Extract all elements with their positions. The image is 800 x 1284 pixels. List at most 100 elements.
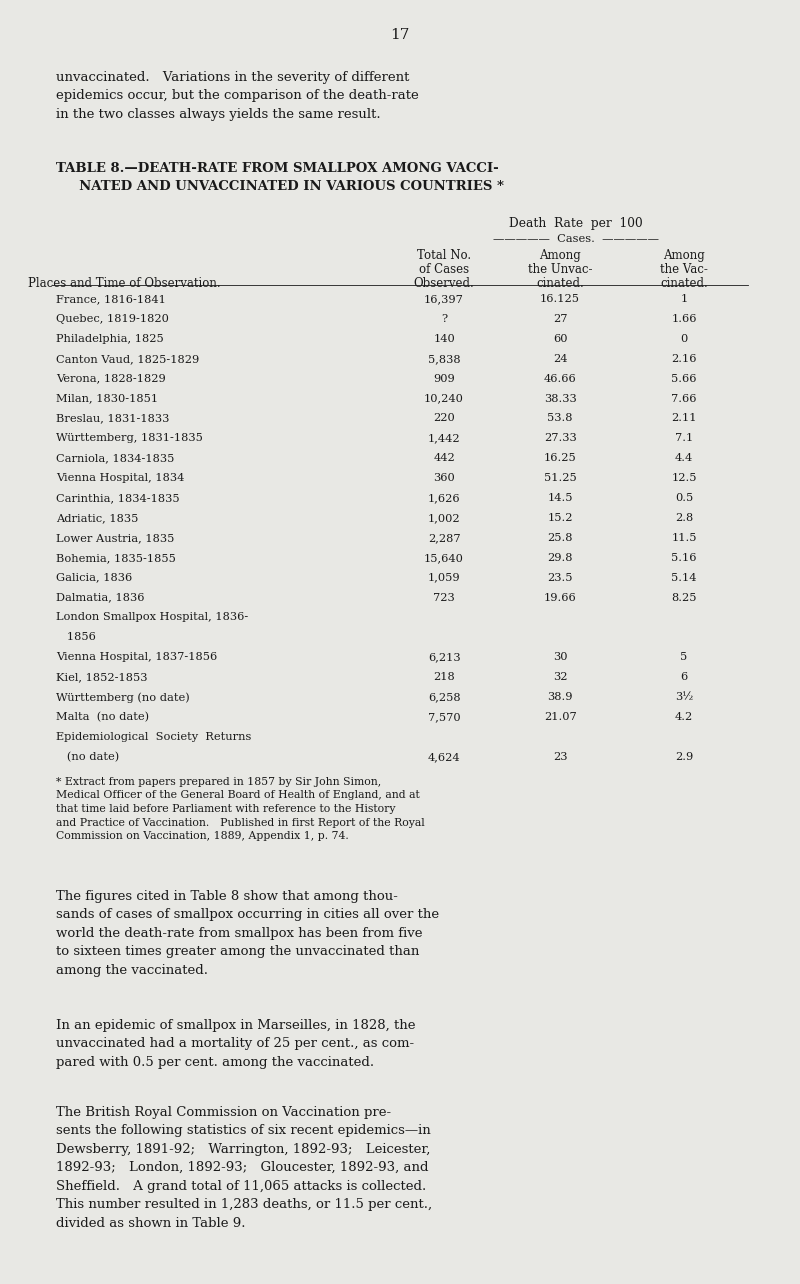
Text: Milan, 1830-1851: Milan, 1830-1851: [56, 393, 253, 403]
Text: 7.1: 7.1: [675, 433, 693, 443]
Text: 2,287: 2,287: [428, 533, 461, 543]
Text: Observed.: Observed.: [414, 277, 474, 290]
Text: —————  Cases.  —————: ————— Cases. —————: [493, 234, 659, 244]
Text: 12.5: 12.5: [671, 473, 697, 483]
Text: 15,640: 15,640: [424, 552, 464, 562]
Text: Canton Vaud, 1825-1829: Canton Vaud, 1825-1829: [56, 353, 268, 363]
Text: 3½: 3½: [675, 692, 693, 702]
Text: 2.16: 2.16: [671, 353, 697, 363]
Text: 5: 5: [681, 652, 688, 663]
Text: 16.25: 16.25: [544, 453, 577, 464]
Text: 27.33: 27.33: [544, 433, 577, 443]
Text: Among: Among: [539, 249, 581, 262]
Text: 1,059: 1,059: [428, 573, 461, 583]
Text: the Unvac-: the Unvac-: [528, 263, 592, 276]
Text: 11.5: 11.5: [671, 533, 697, 543]
Text: Philadelphia, 1825: Philadelphia, 1825: [56, 334, 254, 344]
Text: 46.66: 46.66: [544, 374, 577, 384]
Text: 0.5: 0.5: [675, 493, 693, 503]
Text: 2.9: 2.9: [675, 751, 693, 761]
Text: 220: 220: [434, 413, 455, 424]
Text: Bohemia, 1835-1855: Bohemia, 1835-1855: [56, 552, 266, 562]
Text: (no date): (no date): [56, 751, 275, 763]
Text: 30: 30: [553, 652, 567, 663]
Text: 53.8: 53.8: [547, 413, 573, 424]
Text: unvaccinated. Variations in the severity of different
epidemics occur, but the c: unvaccinated. Variations in the severity…: [56, 71, 419, 121]
Text: 1,442: 1,442: [428, 433, 461, 443]
Text: 27: 27: [553, 313, 567, 324]
Text: 32: 32: [553, 672, 567, 682]
Text: 23.5: 23.5: [547, 573, 573, 583]
Text: 218: 218: [434, 672, 455, 682]
Text: Vienna Hospital, 1837-1856: Vienna Hospital, 1837-1856: [56, 652, 282, 663]
Text: Galicia, 1836: Galicia, 1836: [56, 573, 249, 583]
Text: of Cases: of Cases: [419, 263, 469, 276]
Text: 4.4: 4.4: [675, 453, 693, 464]
Text: 60: 60: [553, 334, 567, 344]
Text: Breslau, 1831-1833: Breslau, 1831-1833: [56, 413, 260, 424]
Text: 51.25: 51.25: [544, 473, 577, 483]
Text: 1: 1: [681, 294, 688, 304]
Text: France, 1816-1841: France, 1816-1841: [56, 294, 257, 304]
Text: Total No.: Total No.: [417, 249, 471, 262]
Text: 2.11: 2.11: [671, 413, 697, 424]
Text: 6,213: 6,213: [428, 652, 461, 663]
Text: cinated.: cinated.: [660, 277, 708, 290]
Text: 29.8: 29.8: [547, 552, 573, 562]
Text: 1856: 1856: [56, 632, 255, 642]
Text: Kiel, 1852-1853: Kiel, 1852-1853: [56, 672, 264, 682]
Text: 4.2: 4.2: [675, 711, 693, 722]
Text: 10,240: 10,240: [424, 393, 464, 403]
Text: TABLE 8.—DEATH-RATE FROM SMALLPOX AMONG VACCI-
     NATED AND UNVACCINATED IN VA: TABLE 8.—DEATH-RATE FROM SMALLPOX AMONG …: [56, 162, 504, 193]
Text: 442: 442: [434, 453, 455, 464]
Text: The British Royal Commission on Vaccination pre-
sents the following statistics : The British Royal Commission on Vaccinat…: [56, 1106, 432, 1230]
Text: The figures cited in Table 8 show that among thou-
sands of cases of smallpox oc: The figures cited in Table 8 show that a…: [56, 890, 439, 977]
Text: 4,624: 4,624: [428, 751, 461, 761]
Text: Württemberg (no date): Württemberg (no date): [56, 692, 277, 702]
Text: 1.66: 1.66: [671, 313, 697, 324]
Text: 16,397: 16,397: [424, 294, 464, 304]
Text: 19.66: 19.66: [544, 592, 577, 602]
Text: 25.8: 25.8: [547, 533, 573, 543]
Text: ?: ?: [441, 313, 447, 324]
Text: 6,258: 6,258: [428, 692, 461, 702]
Text: 7,570: 7,570: [428, 711, 461, 722]
Text: * Extract from papers prepared in 1857 by Sir John Simon,
Medical Officer of the: * Extract from papers prepared in 1857 b…: [56, 777, 425, 841]
Text: 7.66: 7.66: [671, 393, 697, 403]
Text: Epidemiological  Society  Returns: Epidemiological Society Returns: [56, 732, 251, 742]
Text: Death  Rate  per  100: Death Rate per 100: [509, 217, 643, 230]
Text: 360: 360: [434, 473, 455, 483]
Text: 2.8: 2.8: [675, 512, 693, 523]
Text: 5,838: 5,838: [428, 353, 461, 363]
Text: Malta  (no date): Malta (no date): [56, 711, 254, 723]
Text: 1,626: 1,626: [428, 493, 461, 503]
Text: 16.125: 16.125: [540, 294, 580, 304]
Text: 8.25: 8.25: [671, 592, 697, 602]
Text: Württemberg, 1831-1835: Württemberg, 1831-1835: [56, 433, 272, 443]
Text: In an epidemic of smallpox in Marseilles, in 1828, the
unvaccinated had a mortal: In an epidemic of smallpox in Marseilles…: [56, 1018, 416, 1068]
Text: 6: 6: [681, 672, 688, 682]
Text: Carinthia, 1834-1835: Carinthia, 1834-1835: [56, 493, 270, 503]
Text: Quebec, 1819-1820: Quebec, 1819-1820: [56, 313, 260, 324]
Text: 21.07: 21.07: [544, 711, 577, 722]
Text: 23: 23: [553, 751, 567, 761]
Text: Among: Among: [663, 249, 705, 262]
Text: 723: 723: [434, 592, 455, 602]
Text: Carniola, 1834-1835: Carniola, 1834-1835: [56, 453, 265, 464]
Text: 38.33: 38.33: [544, 393, 577, 403]
Text: 5.66: 5.66: [671, 374, 697, 384]
Text: 5.16: 5.16: [671, 552, 697, 562]
Text: 15.2: 15.2: [547, 512, 573, 523]
Text: Adriatic, 1835: Adriatic, 1835: [56, 512, 254, 523]
Text: cinated.: cinated.: [536, 277, 584, 290]
Text: London Smallpox Hospital, 1836-: London Smallpox Hospital, 1836-: [56, 612, 249, 623]
Text: 140: 140: [434, 334, 455, 344]
Text: 1,002: 1,002: [428, 512, 461, 523]
Text: Verona, 1828-1829: Verona, 1828-1829: [56, 374, 257, 384]
Text: 17: 17: [390, 28, 410, 42]
Text: 14.5: 14.5: [547, 493, 573, 503]
Text: 24: 24: [553, 353, 567, 363]
Text: 5.14: 5.14: [671, 573, 697, 583]
Text: the Vac-: the Vac-: [660, 263, 708, 276]
Text: 38.9: 38.9: [547, 692, 573, 702]
